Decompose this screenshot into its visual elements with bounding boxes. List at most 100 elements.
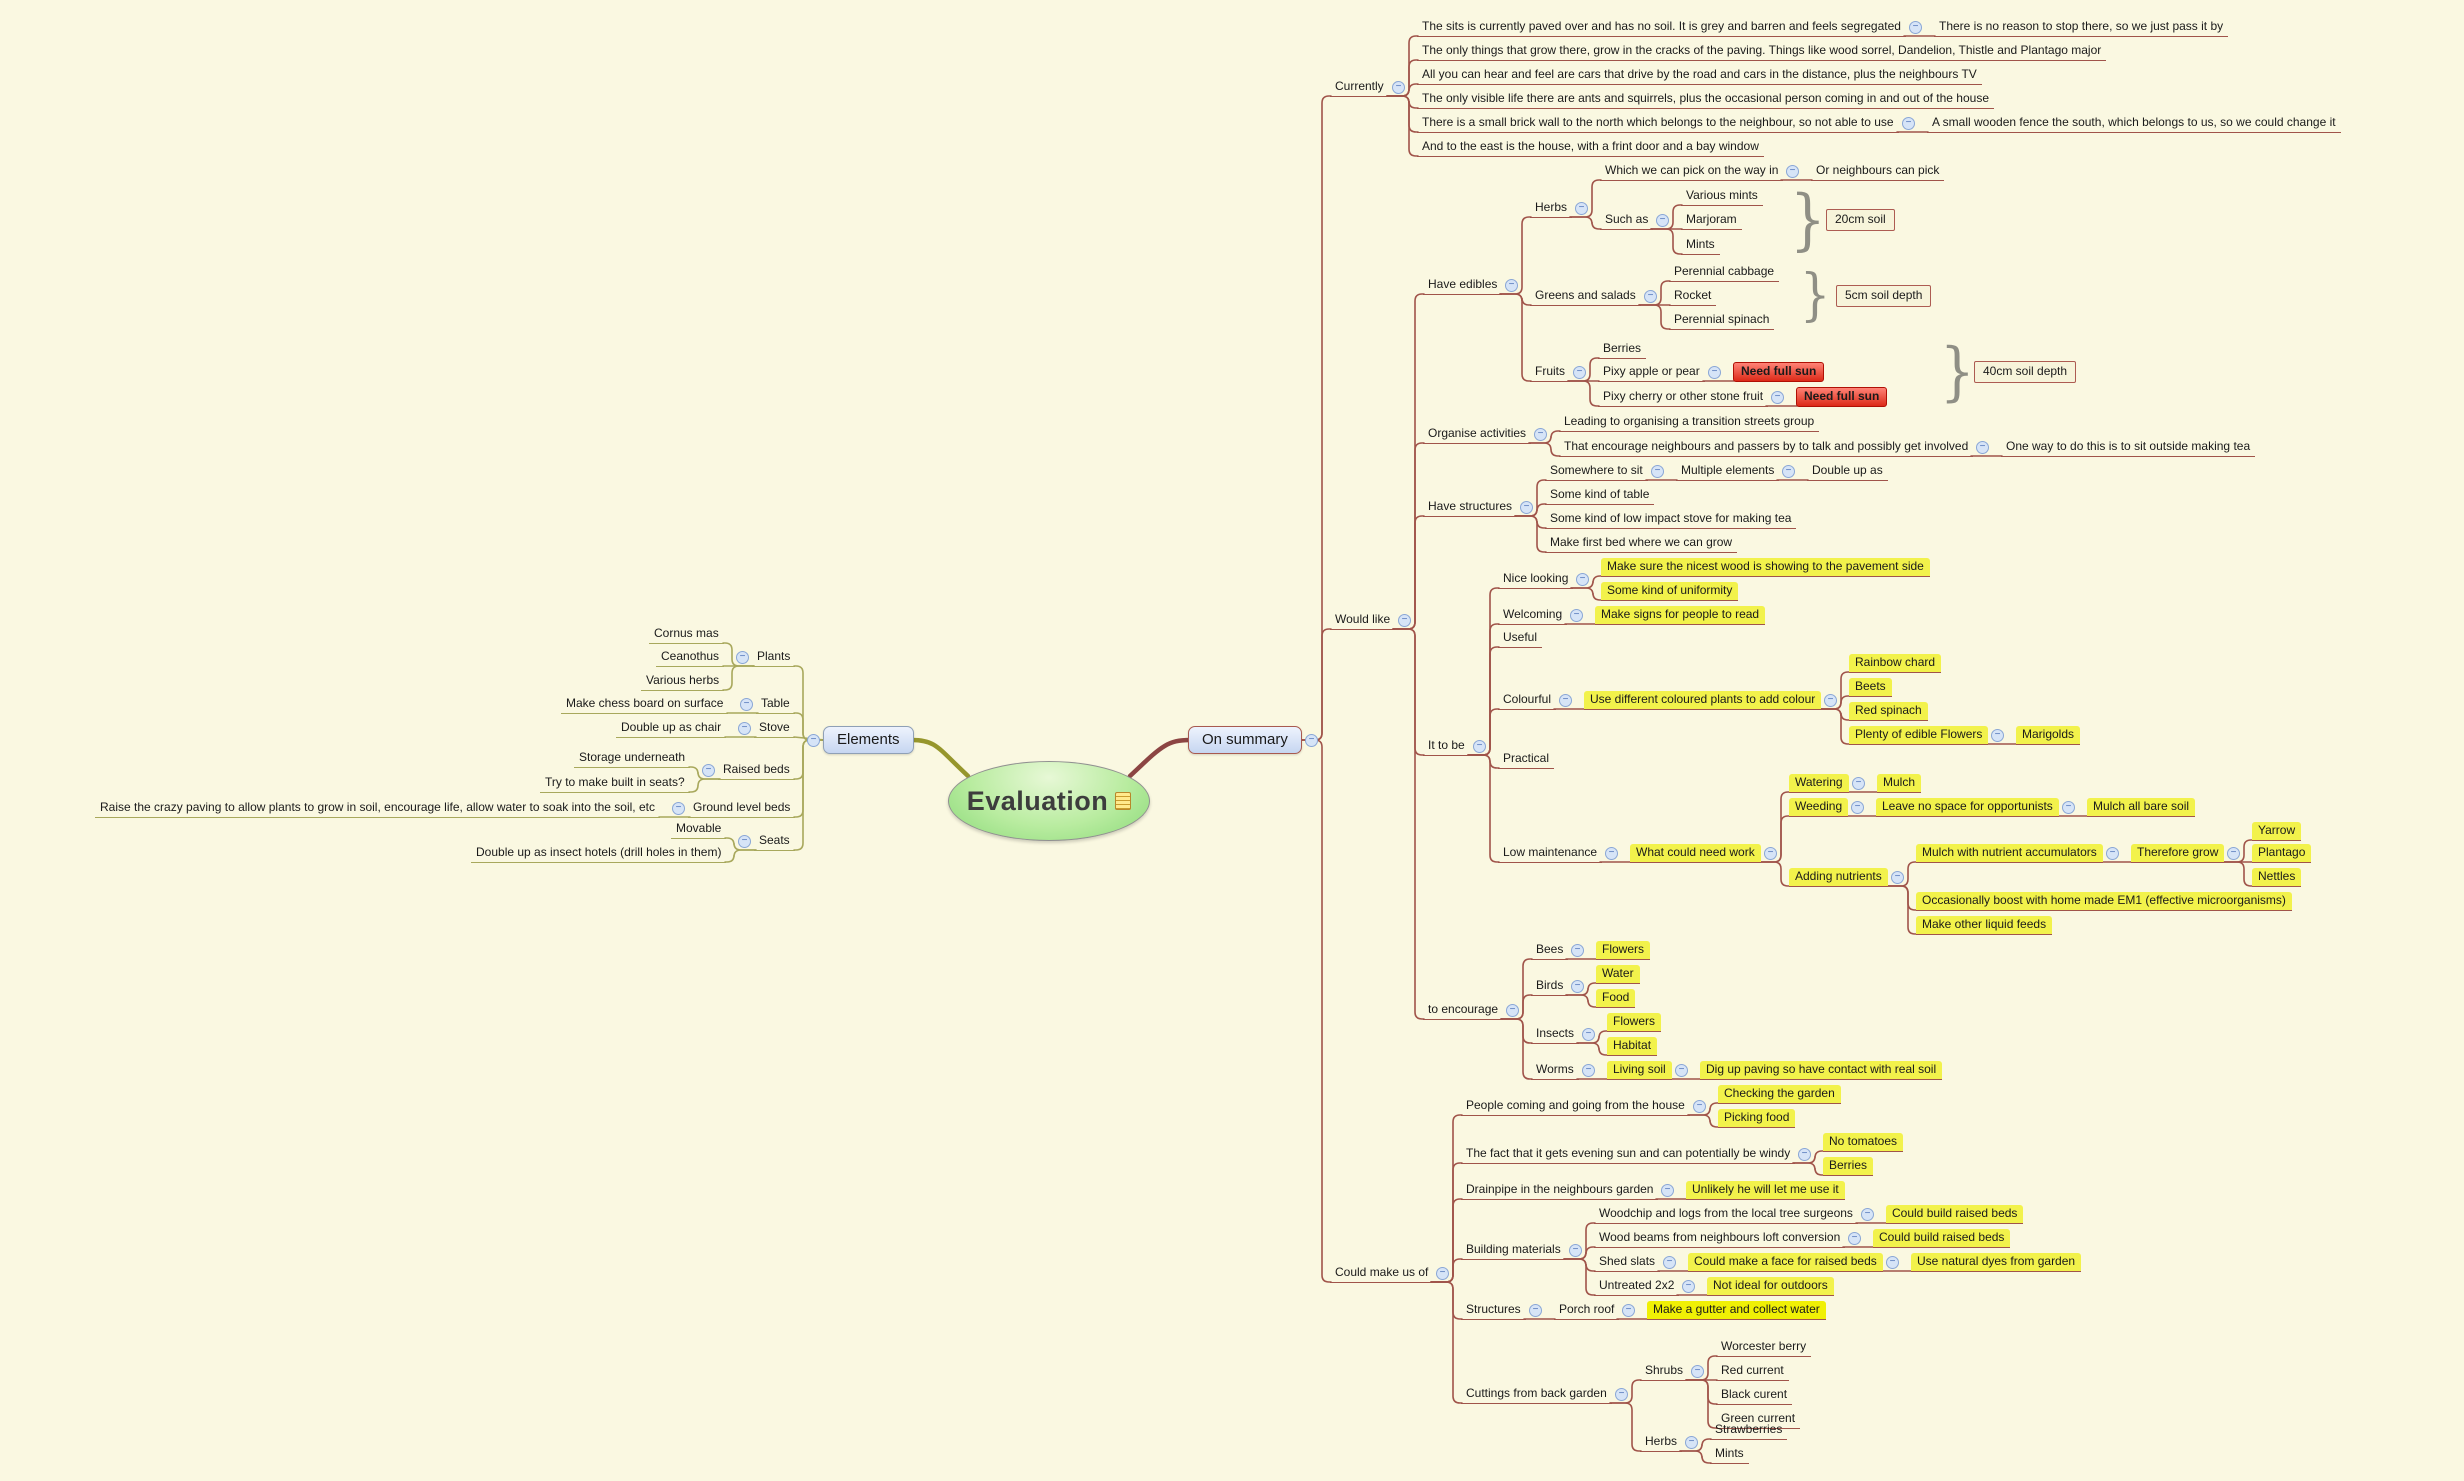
topic-pick[interactable]: Which we can pick on the way in: [1600, 162, 1784, 181]
topic-insf[interactable]: Flowers: [1607, 1013, 1662, 1032]
collapse-toggle[interactable]: −: [1661, 1184, 1674, 1197]
topic-chair[interactable]: Double up as chair: [616, 719, 727, 738]
collapse-toggle[interactable]: −: [702, 764, 715, 777]
topic-pickb[interactable]: Or neighbours can pick: [1811, 162, 1945, 181]
topic-mints2[interactable]: Mints: [1710, 1445, 1749, 1464]
topic-herbs[interactable]: Herbs: [1530, 199, 1573, 218]
collapse-toggle[interactable]: −: [1891, 871, 1904, 884]
topic-mints1[interactable]: Mints: [1681, 236, 1720, 255]
topic-notideal[interactable]: Not ideal for outdoors: [1707, 1277, 1834, 1296]
topic-living[interactable]: Living soil: [1607, 1061, 1672, 1080]
topic-nutrients[interactable]: Adding nutrients: [1789, 868, 1888, 887]
topic-nice[interactable]: Nice looking: [1498, 570, 1574, 589]
topic-plantago[interactable]: Plantago: [2252, 844, 2312, 863]
topic-checking[interactable]: Checking the garden: [1718, 1085, 1841, 1104]
topic-people[interactable]: People coming and going from the house: [1461, 1097, 1690, 1116]
topic-fruits[interactable]: Fruits: [1530, 363, 1570, 382]
topic-mulchbare[interactable]: Mulch all bare soil: [2087, 798, 2196, 817]
topic-mulchacc[interactable]: Mulch with nutrient accumulators: [1916, 844, 2103, 863]
topic-edflowers[interactable]: Plenty of edible Flowers: [1849, 726, 1989, 745]
topic-nospace[interactable]: Leave no space for opportunists: [1876, 798, 2059, 817]
collapse-toggle[interactable]: −: [1651, 465, 1664, 478]
topic-greens[interactable]: Greens and salads: [1530, 287, 1641, 306]
collapse-toggle[interactable]: −: [1436, 1267, 1449, 1280]
collapse-toggle[interactable]: −: [1615, 1388, 1628, 1401]
topic-beesf[interactable]: Flowers: [1596, 941, 1651, 960]
topic-ground[interactable]: Ground level beds: [688, 799, 796, 818]
collapse-toggle[interactable]: −: [1902, 117, 1915, 130]
topic-firstbed[interactable]: Make first bed where we can grow: [1545, 534, 1738, 553]
collapse-toggle[interactable]: −: [1559, 694, 1572, 707]
collapse-toggle[interactable]: −: [2227, 847, 2240, 860]
topic-org2[interactable]: That encourage neighbours and passers by…: [1559, 438, 1974, 457]
topic-marjoram[interactable]: Marjoram: [1681, 211, 1742, 230]
collapse-toggle[interactable]: −: [1782, 465, 1795, 478]
topic-table2[interactable]: Table: [756, 695, 795, 714]
topic-welc1[interactable]: Make signs for people to read: [1595, 606, 1766, 625]
collapse-toggle[interactable]: −: [1663, 1256, 1676, 1269]
collapse-toggle[interactable]: −: [1582, 1064, 1595, 1077]
topic-weeding[interactable]: Weeding: [1789, 798, 1849, 817]
soil-depth-callout[interactable]: 40cm soil depth: [1974, 361, 2077, 383]
topic-food[interactable]: Food: [1596, 989, 1636, 1008]
topic-insects[interactable]: Insects: [1531, 1025, 1580, 1044]
collapse-toggle[interactable]: −: [1848, 1232, 1861, 1245]
topic-woodchip[interactable]: Woodchip and logs from the local tree su…: [1594, 1205, 1858, 1224]
topic-notom[interactable]: No tomatoes: [1823, 1133, 1904, 1152]
collapse-toggle[interactable]: −: [1520, 501, 1533, 514]
collapse-toggle[interactable]: −: [1909, 21, 1922, 34]
topic-movable[interactable]: Movable: [671, 820, 727, 839]
collapse-toggle[interactable]: −: [1861, 1208, 1874, 1221]
topic-c4[interactable]: The only visible life there are ants and…: [1417, 90, 1994, 109]
topic-rocket[interactable]: Rocket: [1669, 287, 1717, 306]
collapse-toggle[interactable]: −: [1473, 740, 1486, 753]
topic-berries1[interactable]: Berries: [1598, 340, 1647, 359]
topic-c1[interactable]: The sits is currently paved over and has…: [1417, 18, 1906, 37]
topic-watering[interactable]: Watering: [1789, 774, 1849, 793]
topic-windy[interactable]: The fact that it gets evening sun and ca…: [1461, 1145, 1796, 1164]
collapse-toggle[interactable]: −: [1991, 729, 2004, 742]
collapse-toggle[interactable]: −: [1852, 777, 1865, 790]
collapse-toggle[interactable]: −: [1693, 1100, 1706, 1113]
topic-face[interactable]: Could make a face for raised beds: [1688, 1253, 1883, 1272]
topic-sun1[interactable]: Need full sun: [1733, 362, 1825, 382]
topic-currently[interactable]: Currently: [1330, 78, 1389, 97]
collapse-toggle[interactable]: −: [672, 802, 685, 815]
topic-water[interactable]: Water: [1596, 965, 1640, 984]
collapse-toggle[interactable]: −: [1605, 847, 1618, 860]
topic-c2[interactable]: The only things that grow there, grow in…: [1417, 42, 2107, 61]
topic-unlikely[interactable]: Unlikely he will let me use it: [1686, 1181, 1845, 1200]
topic-herbs2[interactable]: Herbs: [1640, 1433, 1683, 1452]
topic-pspin[interactable]: Perennial spinach: [1669, 311, 1775, 330]
topic-sit[interactable]: Somewhere to sit: [1545, 462, 1648, 481]
topic-double[interactable]: Double up as: [1807, 462, 1888, 481]
collapse-toggle[interactable]: −: [1575, 202, 1588, 215]
collapse-toggle[interactable]: −: [1534, 428, 1547, 441]
collapse-toggle[interactable]: −: [1851, 801, 1864, 814]
topic-drain[interactable]: Drainpipe in the neighbours garden: [1461, 1181, 1659, 1200]
collapse-toggle[interactable]: −: [738, 722, 751, 735]
topic-summary[interactable]: On summary: [1188, 726, 1302, 754]
topic-lowmaint[interactable]: Low maintenance: [1498, 844, 1603, 863]
topic-sktable[interactable]: Some kind of table: [1545, 486, 1655, 505]
soil-depth-callout[interactable]: 20cm soil: [1826, 209, 1895, 231]
topic-marigolds[interactable]: Marigolds: [2016, 726, 2081, 745]
topic-building[interactable]: Building materials: [1461, 1241, 1566, 1260]
topic-pixycherry[interactable]: Pixy cherry or other stone fruit: [1598, 388, 1769, 407]
topic-rainbow[interactable]: Rainbow chard: [1849, 654, 1942, 673]
collapse-toggle[interactable]: −: [1571, 980, 1584, 993]
topic-redspin[interactable]: Red spinach: [1849, 702, 1928, 721]
topic-raisedb[interactable]: Raised beds: [718, 761, 795, 780]
collapse-toggle[interactable]: −: [2062, 801, 2075, 814]
topic-structures2[interactable]: Structures: [1461, 1301, 1526, 1320]
topic-elements[interactable]: Elements: [823, 726, 914, 754]
collapse-toggle[interactable]: −: [738, 835, 751, 848]
topic-picking[interactable]: Picking food: [1718, 1109, 1796, 1128]
soil-depth-callout[interactable]: 5cm soil depth: [1836, 285, 1932, 307]
collapse-toggle[interactable]: −: [1644, 290, 1657, 303]
topic-dyes[interactable]: Use natural dyes from garden: [1911, 1253, 2082, 1272]
topic-organise[interactable]: Organise activities: [1423, 425, 1532, 444]
topic-worms[interactable]: Worms: [1531, 1061, 1579, 1080]
topic-pixyapple[interactable]: Pixy apple or pear: [1598, 363, 1705, 382]
topic-c3[interactable]: All you can hear and feel are cars that …: [1417, 66, 1982, 85]
